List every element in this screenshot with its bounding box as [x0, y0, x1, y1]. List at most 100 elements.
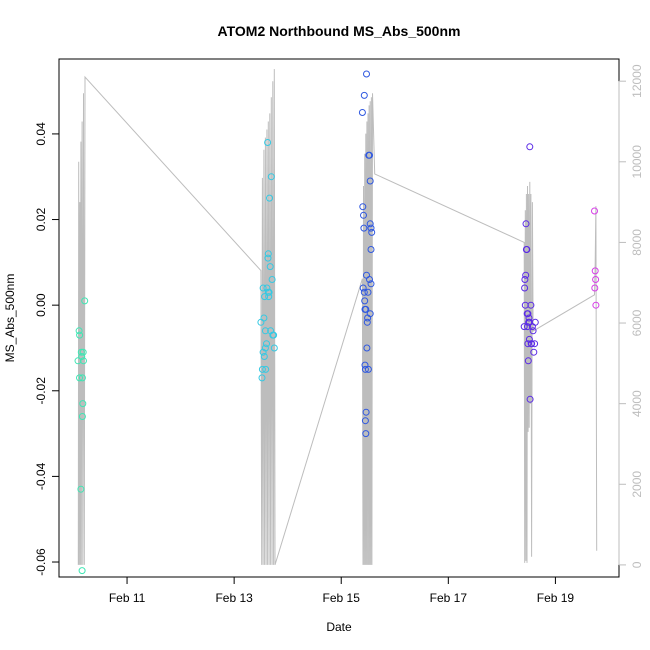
- x-tick-label: Feb 11: [109, 591, 146, 605]
- data-point: [76, 331, 84, 339]
- data-point: [523, 246, 531, 253]
- chart-title: ATOM2 Northbound MS_Abs_500nm: [218, 23, 461, 39]
- data-point: [260, 353, 268, 360]
- right-y-tick-label: 4000: [630, 390, 644, 417]
- data-point: [367, 246, 375, 253]
- data-point: [522, 220, 530, 228]
- data-point: [366, 276, 373, 283]
- y-tick-label: 0.02: [34, 208, 48, 232]
- right-y-tick-label: 6000: [630, 309, 644, 336]
- data-point: [261, 327, 269, 335]
- data-point: [77, 485, 85, 493]
- right-y-tick-label: 12000: [630, 64, 644, 98]
- data-point: [264, 139, 272, 146]
- data-point: [366, 220, 374, 228]
- data-point: [360, 224, 368, 232]
- line-series-path: [77, 69, 598, 566]
- x-tick-label: Feb 13: [215, 591, 253, 605]
- data-point: [361, 365, 369, 373]
- data-point: [270, 344, 278, 352]
- right-y-tick-label: 8000: [630, 229, 644, 256]
- data-point: [78, 353, 86, 360]
- data-point: [80, 357, 87, 365]
- data-point: [267, 173, 275, 181]
- data-point: [358, 109, 366, 116]
- data-point: [259, 348, 267, 356]
- data-point: [531, 318, 539, 326]
- data-point: [261, 344, 269, 352]
- data-point: [525, 314, 533, 322]
- data-point: [366, 310, 374, 318]
- line-series: [77, 69, 598, 566]
- data-point: [363, 344, 371, 352]
- data-point: [363, 70, 370, 78]
- data-point: [531, 340, 539, 348]
- data-point: [360, 211, 367, 219]
- data-point: [524, 310, 532, 318]
- data-point: [262, 365, 270, 373]
- right-y-axis: 0 2000 4000 6000 8000 10000 12000: [618, 64, 644, 568]
- data-point: [367, 280, 375, 288]
- data-point: [526, 395, 534, 403]
- data-point: [78, 374, 86, 382]
- data-point: [263, 284, 271, 292]
- y-tick-label: 0.04: [34, 122, 48, 146]
- data-point: [263, 340, 270, 348]
- data-point: [522, 271, 530, 279]
- data-point: [359, 203, 367, 211]
- data-point: [361, 297, 369, 305]
- data-point: [591, 267, 599, 275]
- data-point: [76, 374, 83, 382]
- data-point: [361, 361, 369, 369]
- data-point: [364, 288, 372, 296]
- right-y-tick-label: 10000: [630, 145, 644, 179]
- data-point: [259, 284, 267, 292]
- data-point: [366, 151, 373, 159]
- data-point: [78, 413, 86, 420]
- x-tick-label: Feb 19: [537, 591, 575, 605]
- data-point: [592, 301, 600, 309]
- data-point: [521, 276, 529, 283]
- data-point: [591, 284, 599, 292]
- data-point: [266, 194, 273, 202]
- data-point: [266, 263, 274, 271]
- y-tick-label: -0.02: [34, 377, 48, 405]
- data-point: [264, 288, 272, 296]
- data-point: [361, 305, 369, 313]
- data-point: [264, 250, 272, 258]
- data-point: [260, 314, 268, 322]
- plot-frame: [58, 58, 620, 578]
- data-point: [367, 224, 375, 232]
- data-point: [360, 288, 368, 296]
- data-point: [592, 276, 600, 283]
- data-point: [366, 177, 374, 185]
- data-point: [529, 327, 537, 335]
- data-point: [364, 365, 372, 373]
- y-tick-label: 0.00: [34, 293, 48, 317]
- y-axis-label: MS_Abs_500nm: [3, 274, 17, 363]
- y-tick-label: -0.06: [34, 548, 48, 576]
- data-point: [81, 297, 89, 305]
- data-point: [368, 228, 376, 236]
- data-point: [79, 348, 87, 356]
- data-point: [361, 417, 369, 425]
- data-point: [521, 284, 529, 292]
- data-point: [258, 365, 266, 373]
- data-point: [77, 348, 85, 356]
- x-axis-label: Date: [326, 620, 352, 634]
- data-point: [591, 207, 598, 215]
- data-point: [362, 408, 370, 416]
- data-point: [524, 340, 532, 348]
- data-point: [527, 301, 535, 309]
- right-y-tick-label: 0: [630, 561, 644, 568]
- y-axis: -0.06 -0.04 -0.02 0.00 0.02 0.04: [34, 122, 60, 576]
- data-point: [264, 254, 272, 262]
- right-y-tick-label: 2000: [630, 471, 644, 498]
- x-tick-label: Feb 15: [323, 591, 361, 605]
- data-point: [75, 327, 83, 335]
- data-point: [526, 143, 534, 151]
- y-tick-label: -0.04: [34, 462, 48, 490]
- data-point: [360, 91, 368, 99]
- data-point: [261, 293, 269, 301]
